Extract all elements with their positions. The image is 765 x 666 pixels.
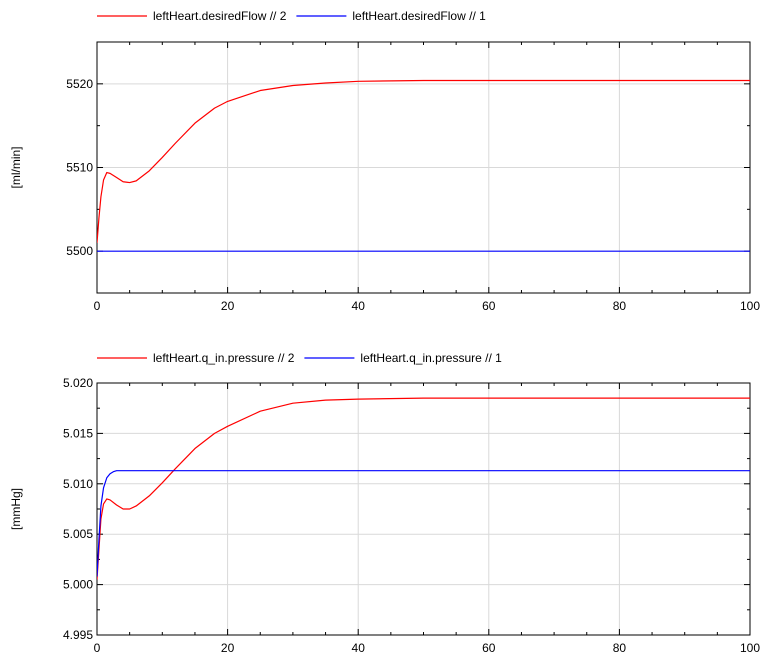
x-tick-label: 0	[94, 641, 101, 655]
y-tick-label: 5.015	[63, 426, 93, 440]
chart-panel-2: 0 20 40 60 80 100 4.995 5.000 5.005 5.010 5.015 5.0…	[9, 351, 760, 655]
y-tick-label: 5510	[66, 161, 93, 175]
y-axis-label: [mmHg]	[9, 488, 23, 530]
x-tick-label: 20	[221, 641, 235, 655]
legend-label-2: leftHeart.q_in.pressure // 1	[360, 351, 502, 365]
chart-panel-1: 0 20 40 60 80 100 5500 5510 5520 [ml/min] leftHear…	[9, 9, 760, 313]
x-tick-label: 100	[740, 641, 760, 655]
plot-frame	[96, 382, 751, 636]
y-tick-label: 5520	[66, 77, 93, 91]
y-tick-label: 5.005	[63, 527, 93, 541]
legend-label-2: leftHeart.desiredFlow // 1	[352, 9, 486, 23]
series-line-2	[97, 470, 750, 577]
y-tick-label: 5500	[66, 244, 93, 258]
x-tick-label: 60	[482, 641, 496, 655]
x-tick-label: 60	[482, 299, 496, 313]
x-tick-label: 20	[221, 299, 235, 313]
x-tick-label: 80	[613, 641, 627, 655]
y-tick-label: 5.010	[63, 477, 93, 491]
x-tick-label: 80	[613, 299, 627, 313]
series-line-1	[97, 397, 750, 580]
y-tick-label: 5.020	[63, 376, 93, 390]
y-axis-label: [ml/min]	[9, 147, 23, 189]
legend-label-1: leftHeart.q_in.pressure // 2	[153, 351, 295, 365]
legend-label-1: leftHeart.desiredFlow // 2	[153, 9, 287, 23]
x-tick-label: 0	[94, 299, 101, 313]
series-line-1	[97, 79, 750, 243]
y-tick-label: 5.000	[63, 578, 93, 592]
x-tick-label: 100	[740, 299, 760, 313]
x-tick-label: 40	[352, 299, 366, 313]
x-tick-label: 40	[352, 641, 366, 655]
y-tick-label: 4.995	[63, 628, 93, 642]
